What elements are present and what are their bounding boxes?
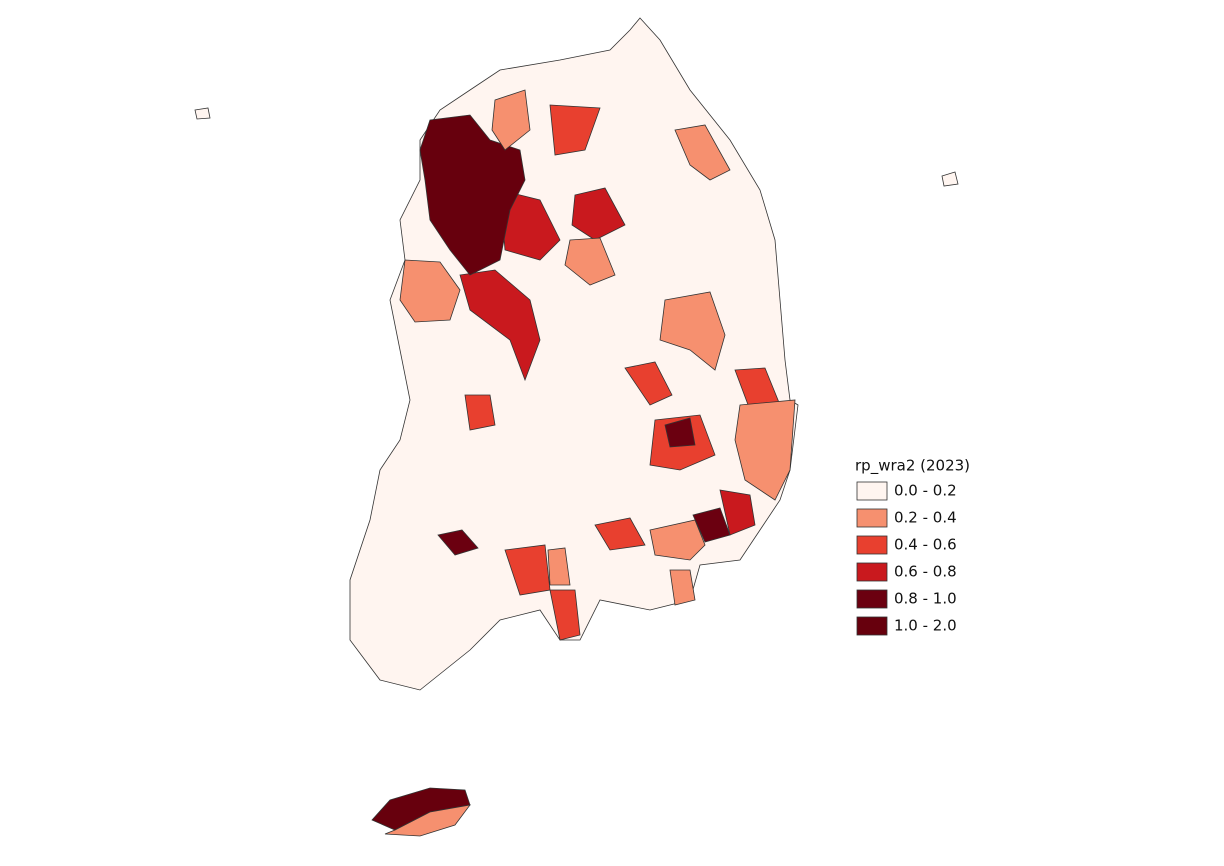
region — [547, 547, 571, 586]
region — [571, 187, 626, 241]
region — [692, 507, 731, 543]
region — [459, 269, 541, 382]
legend-swatch — [856, 562, 888, 582]
region — [491, 89, 531, 151]
region — [419, 114, 526, 276]
region — [719, 489, 756, 536]
legend-swatch — [856, 616, 888, 636]
legend-label: 1.0 - 2.0 — [894, 617, 957, 635]
legend-swatch — [856, 589, 888, 609]
region — [734, 399, 796, 501]
region — [549, 589, 581, 641]
region — [649, 519, 706, 561]
region — [594, 517, 646, 551]
jeju-south — [384, 804, 471, 837]
legend: rp_wra2 (2023) 0.0 - 0.2 0.2 - 0.4 0.4 - 0… — [855, 457, 970, 636]
legend-label: 0.2 - 0.4 — [894, 509, 957, 527]
ulleung — [941, 171, 959, 187]
region — [437, 529, 479, 556]
legend-label: 0.8 - 1.0 — [894, 590, 957, 608]
region — [464, 394, 496, 431]
legend-swatch — [856, 508, 888, 528]
region — [549, 104, 601, 156]
legend-label: 0.0 - 0.2 — [894, 482, 957, 500]
legend-label: 0.4 - 0.6 — [894, 536, 957, 554]
legend-label: 0.6 - 0.8 — [894, 563, 957, 581]
regions — [194, 17, 959, 837]
region — [624, 361, 673, 406]
island — [194, 107, 211, 120]
region — [399, 259, 461, 323]
region — [659, 291, 726, 371]
region — [669, 569, 696, 606]
legend-swatch — [856, 481, 888, 501]
region — [674, 124, 731, 181]
legend-title: rp_wra2 (2023) — [855, 457, 970, 476]
region — [564, 237, 616, 286]
legend-swatch — [856, 535, 888, 555]
region — [664, 417, 696, 448]
